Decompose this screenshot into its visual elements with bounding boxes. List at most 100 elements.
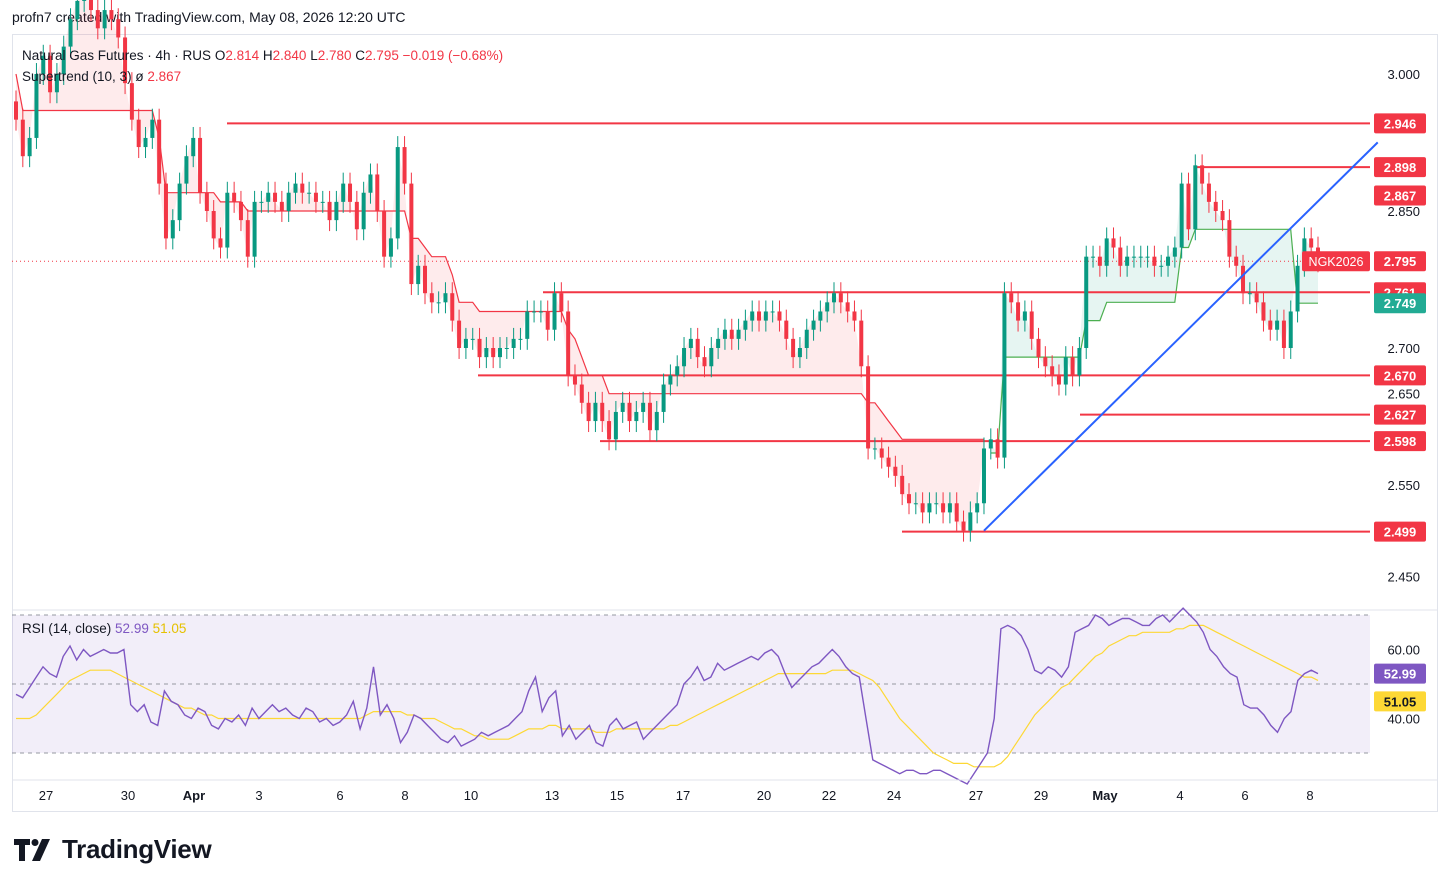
legend-indicator-value: 2.867 <box>147 69 182 84</box>
candle-body-151 <box>1043 357 1048 367</box>
candle-body-11 <box>88 0 93 11</box>
rsi-ma-badge-bg <box>1374 691 1426 712</box>
candle-body-91 <box>634 411 639 422</box>
candle-106 <box>736 318 741 350</box>
candle-129 <box>893 455 898 487</box>
candle-25 <box>184 145 189 195</box>
supertrend-badge-0: 2.867 <box>1374 185 1426 206</box>
candle-144 <box>995 428 1000 469</box>
price-axis: 3.000 2.850 2.700 2.650 2.550 2.450 60.00 40.00 <box>1387 67 1420 727</box>
candle-119 <box>825 291 830 323</box>
time-tick-8: 15 <box>610 788 624 803</box>
candle-body-66 <box>463 338 468 348</box>
candle-body-29 <box>211 211 216 239</box>
candle-body-186 <box>1281 320 1286 348</box>
candle-body-165 <box>1138 256 1143 258</box>
candle-172 <box>1186 172 1191 241</box>
candle-body-130 <box>900 475 905 495</box>
candle-3 <box>34 63 39 149</box>
legend-high: 2.840 <box>272 48 307 63</box>
candle-165 <box>1138 245 1143 268</box>
candle-body-170 <box>1172 247 1177 257</box>
candle-body-125 <box>866 366 871 449</box>
candle-body-152 <box>1050 366 1055 376</box>
candle-89 <box>620 391 625 423</box>
candle-20 <box>150 108 155 149</box>
candle-body-25 <box>184 156 189 184</box>
time-tick-14: 29 <box>1034 788 1048 803</box>
candle-body-62 <box>436 302 441 304</box>
candle-body-133 <box>920 503 925 513</box>
candle-184 <box>1268 309 1273 341</box>
candle-0 <box>14 90 18 131</box>
candle-body-13 <box>102 10 107 29</box>
candle-body-18 <box>136 119 141 148</box>
candle-body-4 <box>41 55 46 74</box>
legend-change: −0.019 (−0.68%) <box>402 48 504 63</box>
candle-body-58 <box>409 183 414 285</box>
level-badge-6-text: 2.499 <box>1384 525 1417 540</box>
rsi-badge: 52.99 <box>1374 663 1426 684</box>
rsi-tick-1: 40.00 <box>1387 712 1420 727</box>
candle-112 <box>777 300 782 332</box>
candle-body-83 <box>579 384 584 403</box>
level-badge-4: 2.627 <box>1374 404 1426 425</box>
candle-126 <box>872 437 877 460</box>
candle-body-5 <box>48 55 53 93</box>
candle-body-31 <box>225 192 230 248</box>
level-badge-4-text: 2.627 <box>1384 408 1417 423</box>
candle-body-9 <box>75 0 80 20</box>
candle-58 <box>409 172 414 296</box>
legend-low: 2.780 <box>317 48 352 63</box>
candle-30 <box>218 227 223 259</box>
level-badge-1-text: 2.898 <box>1384 160 1417 175</box>
candle-body-54 <box>382 211 387 257</box>
candle-167 <box>1152 245 1157 277</box>
candle-23 <box>170 209 175 250</box>
candle-63 <box>443 282 448 314</box>
candle-body-146 <box>1009 293 1014 303</box>
candle-body-148 <box>1022 311 1027 321</box>
candle-157 <box>1084 245 1089 359</box>
candle-150 <box>1036 327 1041 369</box>
candle-body-161 <box>1111 238 1116 248</box>
candle-body-2 <box>27 137 32 157</box>
chart-frame[interactable] <box>12 34 1438 812</box>
candle-101 <box>702 346 707 378</box>
level-badge-6: 2.499 <box>1374 521 1426 542</box>
candle-body-72 <box>504 348 509 349</box>
candle-162 <box>1118 236 1123 277</box>
rsi-badge-text: 52.99 <box>1384 667 1417 682</box>
candle-166 <box>1145 245 1150 268</box>
candle-body-160 <box>1104 238 1109 266</box>
candle-152 <box>1050 355 1055 387</box>
candle-99 <box>688 327 693 359</box>
candle-body-41 <box>293 183 298 193</box>
candle-body-51 <box>361 192 366 230</box>
candle-137 <box>947 492 952 524</box>
candle-40 <box>286 181 291 222</box>
candle-53 <box>375 163 380 222</box>
candle-body-104 <box>722 329 727 339</box>
candle-100 <box>695 327 700 369</box>
time-tick-7: 13 <box>545 788 559 803</box>
supertrend-fill-1 <box>990 165 1318 458</box>
candle-body-177 <box>1220 211 1225 221</box>
candle-33 <box>238 190 243 232</box>
candle-body-171 <box>1179 183 1184 248</box>
candle-130 <box>900 464 905 506</box>
candle-70 <box>491 337 496 369</box>
candle-52 <box>368 163 373 204</box>
candle-114 <box>791 327 796 369</box>
candle-body-185 <box>1275 320 1280 330</box>
candle-body-55 <box>388 238 393 257</box>
brand-logo[interactable]: TradingView <box>14 834 212 865</box>
tradingview-logo-icon <box>14 838 50 861</box>
candle-71 <box>497 337 502 369</box>
candle-body-122 <box>845 302 850 312</box>
candle-153 <box>1056 364 1061 396</box>
symbol-badge-text: NGK2026 <box>1309 255 1364 269</box>
candle-120 <box>832 282 837 314</box>
candle-175 <box>1206 172 1211 213</box>
